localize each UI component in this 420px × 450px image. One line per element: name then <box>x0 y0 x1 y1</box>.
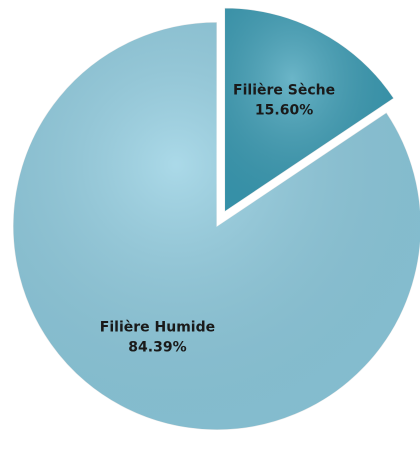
slice-value: 15.60% <box>255 102 313 118</box>
slice-value: 84.39% <box>128 340 186 356</box>
slice-label: Filière Sèche <box>233 82 335 98</box>
slice-label: Filière Humide <box>100 320 215 336</box>
